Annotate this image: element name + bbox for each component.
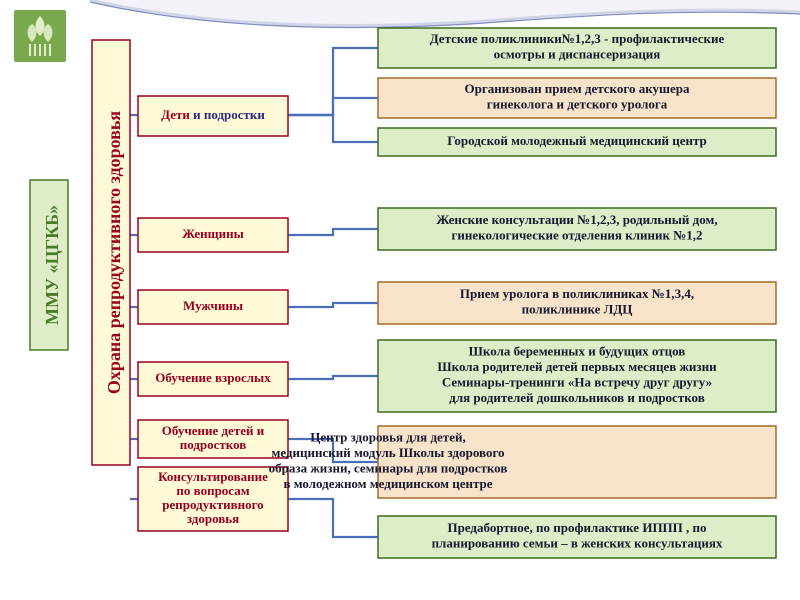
connector (288, 303, 378, 307)
connector (288, 98, 378, 115)
detail-d4: Женские консультации №1,2,3, родильный д… (378, 208, 776, 250)
detail-d5: Прием уролога в поликлиниках №1,3,4,поли… (378, 282, 776, 324)
detail-d1: Детские поликлиники№1,2,3 - профилактиче… (378, 28, 776, 68)
column-ohrana: Охрана репродуктивного здоровья (92, 40, 130, 465)
detail-d8: Предабортное, по профилактике ИППП , поп… (378, 516, 776, 558)
category-c6: Консультированиепо вопросамрепродуктивно… (138, 467, 288, 531)
connector (288, 229, 378, 235)
column-mmu: ММУ «ЦГКБ» (30, 180, 68, 350)
category-c1: Дети и подростки (138, 96, 288, 136)
category-c2: Женщины (138, 218, 288, 252)
connector (288, 499, 378, 537)
detail-d3: Городской молодежный медицинский центр (378, 128, 776, 156)
connector (288, 115, 378, 142)
diagram-canvas: ММУ «ЦГКБ» Охрана репродуктивного здоровь… (0, 0, 800, 600)
detail-d2: Организован прием детского акушерагинеко… (378, 78, 776, 118)
column-mmu-label: ММУ «ЦГКБ» (42, 205, 62, 325)
category-c3: Мужчины (138, 290, 288, 324)
column-ohrana-label: Охрана репродуктивного здоровья (104, 111, 124, 395)
connector (288, 376, 378, 379)
category-c4: Обучение взрослых (138, 362, 288, 396)
category-c5: Обучение детей иподростков (138, 420, 288, 458)
detail-d6: Школа беременных и будущих отцовШкола ро… (378, 340, 776, 412)
connector (288, 439, 378, 462)
